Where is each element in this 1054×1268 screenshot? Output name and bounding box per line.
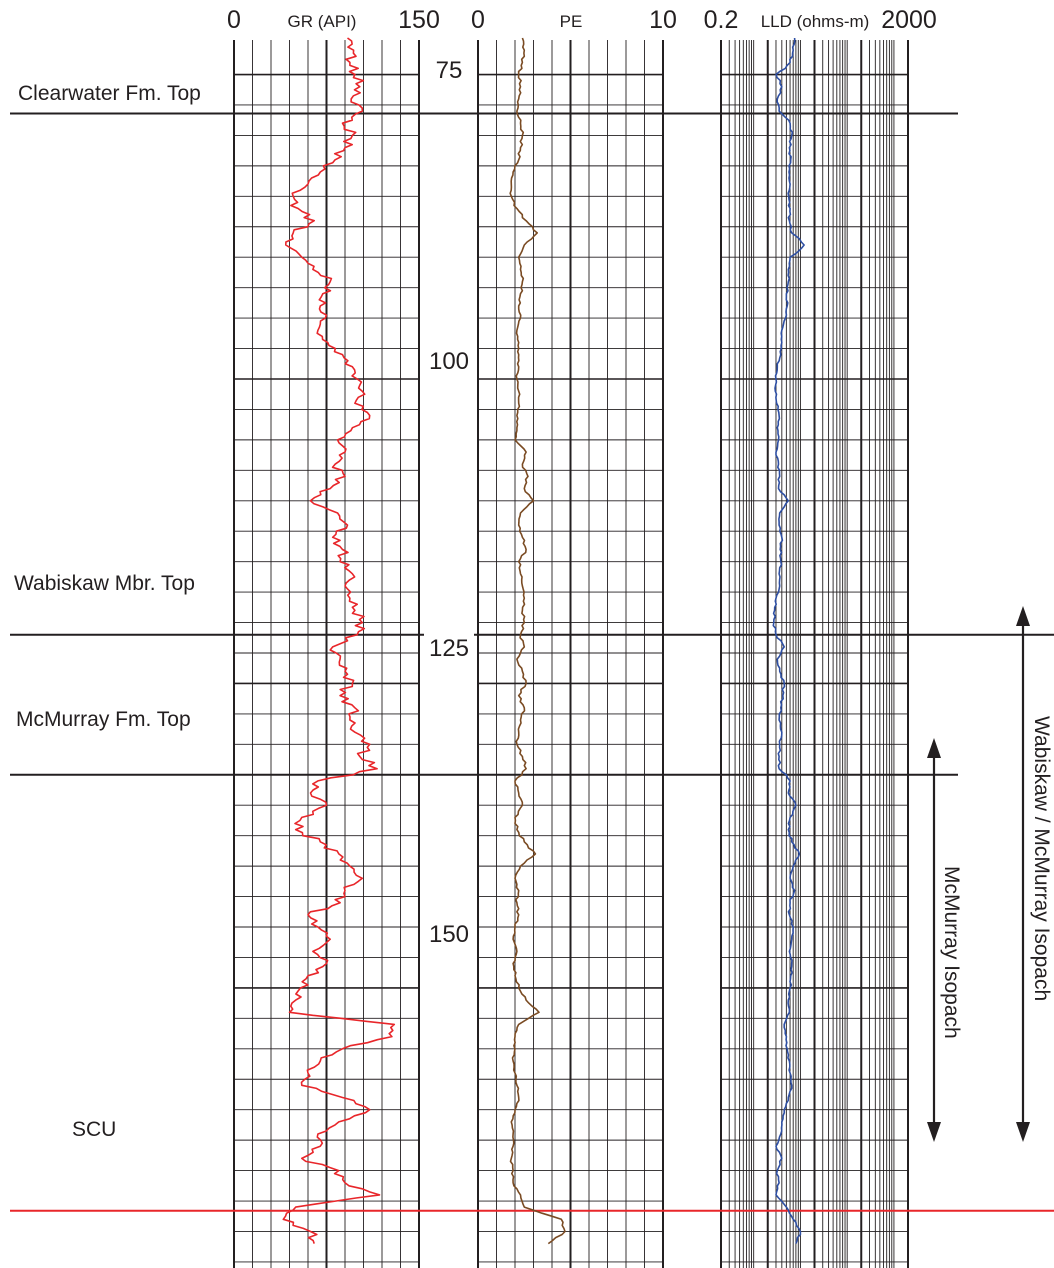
lld-scale-min: 0.2 [704,6,739,34]
depth-label-150: 150 [429,921,469,948]
marker-label-wabiskaw: Wabiskaw Mbr. Top [14,572,195,595]
marker-label-mcmurray: McMurray Fm. Top [16,708,191,731]
marker-label-clearwater: Clearwater Fm. Top [18,82,201,105]
pe-curve [509,37,566,1245]
isopach-label-mcmurray: McMurray Isopach [940,866,963,1039]
lld-scale-max: 2000 [881,6,937,34]
track-grid [233,40,909,1268]
gr-curve [282,37,396,1244]
marker-label-scu: SCU [72,1118,116,1141]
depth-label-100: 100 [429,348,469,375]
wabiskaw-mcmurray-isopach-arrow [1016,606,1030,1142]
pe-scale-min: 0 [471,6,485,34]
log-curves [282,37,805,1245]
pe-scale-max: 10 [649,6,677,34]
lld-curve [772,37,805,1244]
pe-track-title: PE [560,12,583,31]
lld-track-title: LLD (ohms-m) [761,12,870,31]
depth-label-125: 125 [429,635,469,662]
mcmurray-isopach-arrow [927,738,941,1142]
formation-marker-lines [10,112,1054,1212]
gr-scale-min: 0 [227,6,241,34]
depth-label-75: 75 [436,57,463,84]
gr-scale-max: 150 [398,6,440,34]
chart-labels: 0 GR (API) 150 0 PE 10 0.2 LLD (ohms-m) … [14,6,1053,1142]
gr-track-title: GR (API) [288,12,357,31]
isopach-label-wabiskaw-mcmurray: Wabiskaw / McMurray Isopach [1030,716,1053,1001]
